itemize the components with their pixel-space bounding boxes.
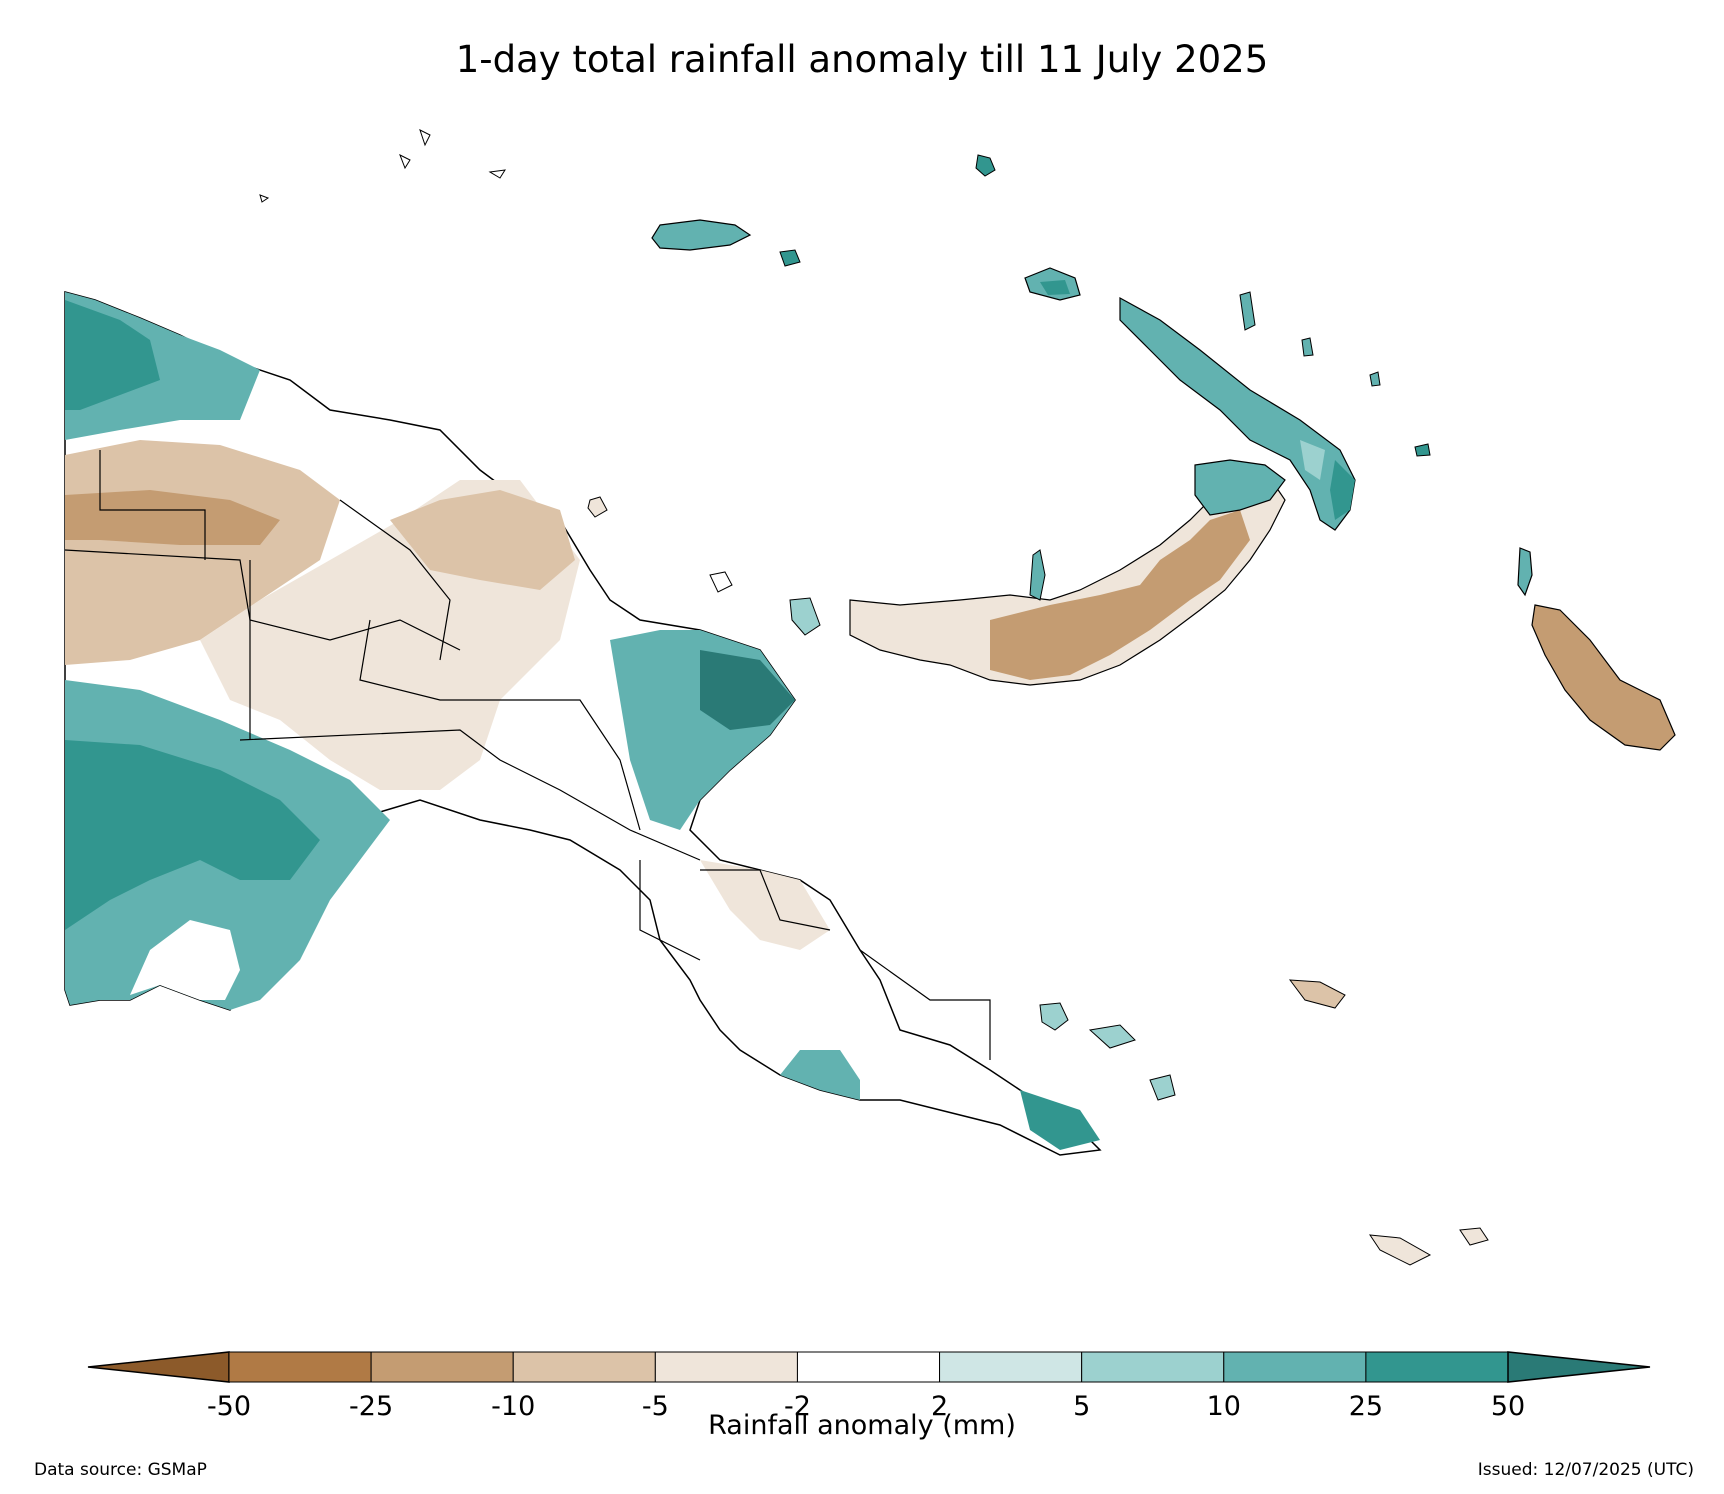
gazelle-peninsula-wet [1194,459,1286,516]
colorbar-tick-label: 10 [1207,1391,1241,1422]
colorbar-bin [1223,1351,1367,1383]
papua-south-wet [780,1050,860,1100]
madang-wet-core [700,650,795,730]
new-britain-dry-core [990,510,1250,680]
new-britain-main [849,477,1286,686]
north-atolls [259,129,506,203]
mainland-west [64,291,1102,1156]
colorbar-tick-label: 25 [1349,1391,1383,1422]
colorbar-tick-label: 2 [931,1391,948,1422]
bougainville [1517,547,1676,751]
colorbar-tick-label: -50 [207,1391,251,1422]
west-wet-core [65,300,160,410]
data-source-note: Data source: GSMaP [34,1460,207,1480]
colorbar-bin [228,1351,372,1383]
colorbar-bin [654,1351,798,1383]
colorbar-extend-max [1507,1351,1651,1383]
new-ireland-main [1119,296,1356,531]
bougainville-main [1531,604,1676,751]
milne-bay-wet [1020,1090,1100,1150]
morobe-light-dry [700,860,830,950]
colorbar-extend-min [87,1351,230,1383]
issued-date-note: Issued: 12/07/2025 (UTC) [1477,1460,1694,1480]
southwest-dry-pocket [130,920,240,1000]
colorbar-tick-label: -2 [784,1391,811,1422]
colorbar-bin [939,1351,1083,1383]
colorbar-tick-label: -5 [642,1391,669,1422]
colorbar-tick-label: 5 [1073,1391,1090,1422]
map-title: 1-day total rainfall anomaly till 11 Jul… [455,38,1269,81]
colorbar-tick-label: 50 [1491,1391,1525,1422]
central-dry-core [65,490,280,545]
colorbar-bin [1081,1351,1225,1383]
provincial-borders [64,450,991,1060]
willaumez-peninsula [1029,549,1046,601]
north-coast-dry [390,490,575,590]
rainfall-anomaly-map [64,129,1676,1266]
mussau [975,154,996,177]
colorbar-tick-label: -25 [349,1391,393,1422]
colorbar-bin [370,1351,514,1383]
colorbar-bin [796,1351,941,1383]
colorbar-label: Rainfall anomaly (mm) [708,1410,1016,1441]
colorbar-bin [1365,1351,1509,1383]
colorbar-tick-label: -10 [491,1391,535,1422]
colorbar-bin [512,1351,656,1383]
dentrecasteaux-islands [1039,979,1489,1266]
southwest-wet-core [65,740,320,930]
small-islands [587,291,1431,636]
new-ireland [975,154,1356,531]
new-britain [849,459,1286,686]
manus-island [651,219,801,267]
